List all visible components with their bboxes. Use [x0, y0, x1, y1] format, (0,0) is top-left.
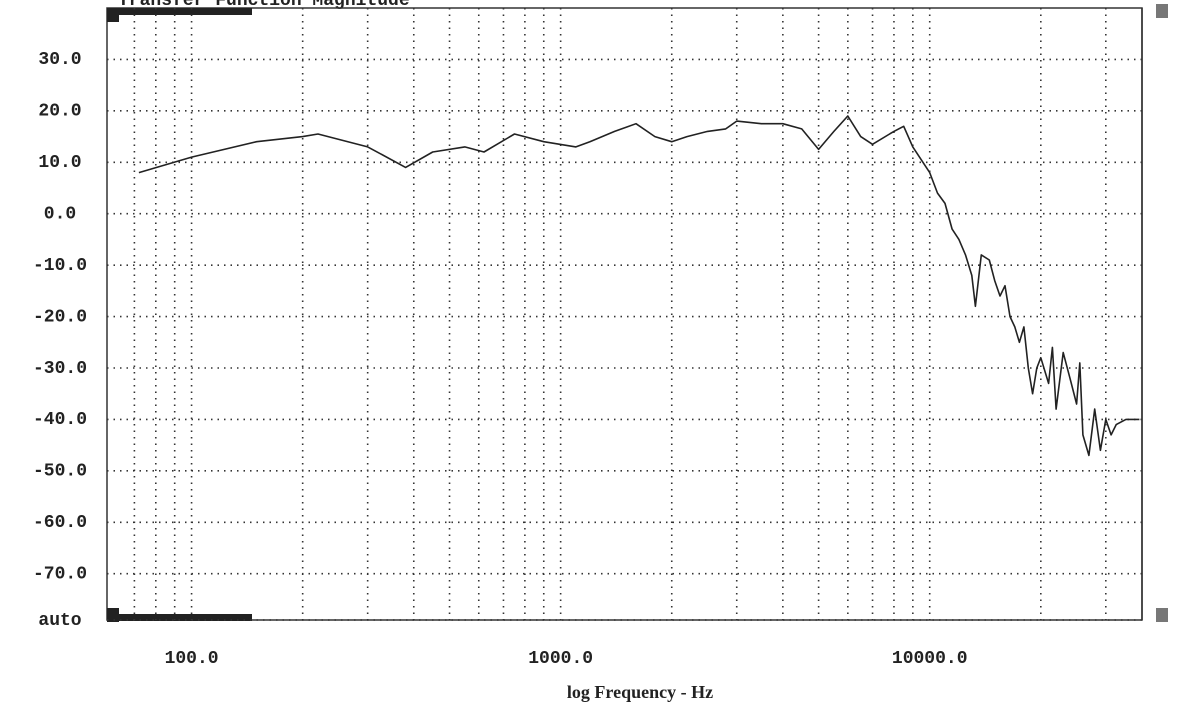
chart-title: Transfer Function Magnitude	[118, 0, 410, 11]
corner-marker	[1156, 608, 1168, 622]
top-bar	[107, 8, 252, 15]
y-tick-label: -50.0	[33, 462, 87, 482]
bottom-bar	[107, 614, 252, 621]
y-tick-label: -10.0	[33, 256, 87, 276]
y-tick-label: auto	[38, 611, 81, 631]
y-tick-label: -30.0	[33, 359, 87, 379]
x-tick-label: 10000.0	[892, 649, 968, 669]
corner-marker	[107, 8, 119, 22]
x-tick-label: 1000.0	[528, 649, 593, 669]
y-tick-label: -40.0	[33, 410, 87, 430]
y-tick-label: 10.0	[38, 153, 81, 173]
y-tick-label: -70.0	[33, 564, 87, 584]
y-tick-label: -20.0	[33, 307, 87, 327]
corner-marker	[1156, 4, 1168, 18]
x-axis-label: log Frequency - Hz	[567, 682, 713, 702]
corner-marker	[107, 608, 119, 622]
y-tick-label: 0.0	[44, 204, 76, 224]
plot-frame	[106, 7, 1143, 621]
data-line	[138, 115, 1140, 457]
y-tick-label: 30.0	[38, 50, 81, 70]
x-tick-label: 100.0	[165, 649, 219, 669]
y-tick-label: -60.0	[33, 513, 87, 533]
y-tick-label: 20.0	[38, 102, 81, 122]
